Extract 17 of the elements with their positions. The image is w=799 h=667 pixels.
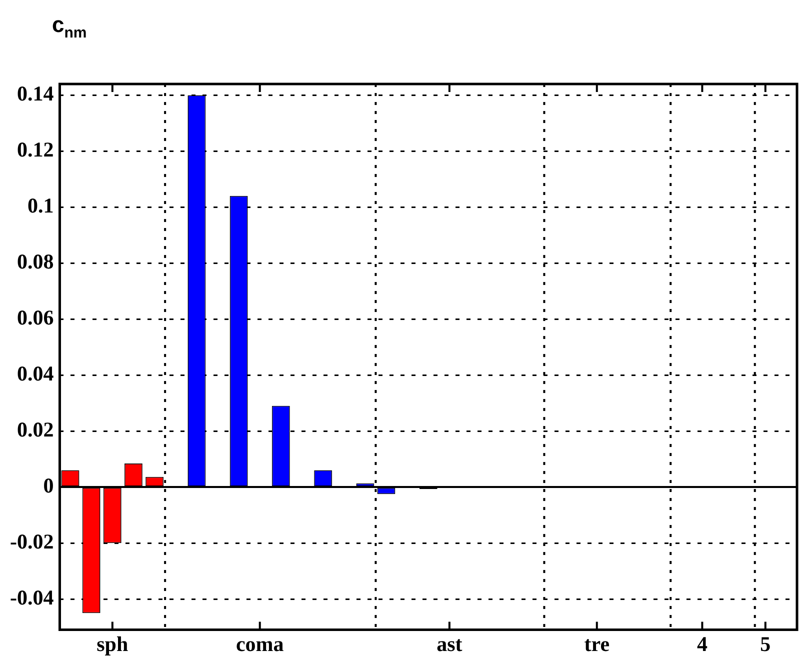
y-tick-label: -0.02: [10, 529, 54, 554]
y-tick-label: 0.12: [16, 138, 54, 162]
x-tick-label: sph: [96, 632, 128, 656]
x-tick-label: coma: [236, 632, 284, 656]
x-tick-label: tre: [584, 632, 610, 656]
y-axis-title: c$_{nm}$: [52, 12, 87, 42]
y-tick-label: 0.08: [16, 250, 54, 274]
y-tick-label: 0.04: [16, 362, 54, 386]
y-tick-label: 0.02: [16, 417, 54, 442]
x-tick-label: 4: [696, 632, 708, 656]
x-tick-label: 5: [760, 632, 771, 656]
x-tick-label: ast: [436, 632, 462, 656]
y-tick-label: -0.04: [10, 585, 54, 610]
y-tick-label: 0.14: [16, 82, 54, 106]
y-tick-label: 0: [43, 473, 54, 498]
y-tick-label: 0.06: [16, 306, 54, 330]
y-tick-label: 0.1: [27, 194, 54, 218]
